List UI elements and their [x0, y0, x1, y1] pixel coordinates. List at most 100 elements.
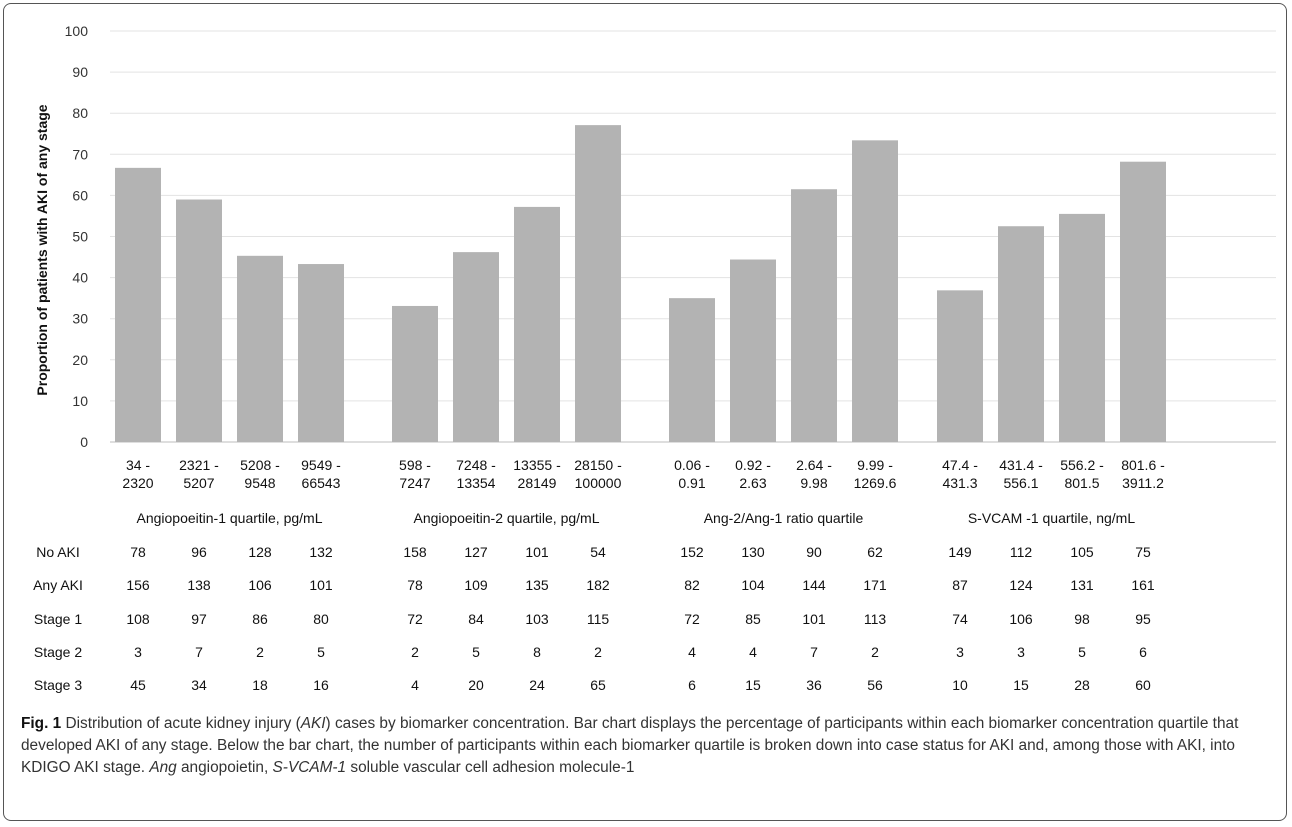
bar — [998, 226, 1044, 442]
x-category-label: 13355 - — [513, 457, 561, 473]
table-cell: 152 — [680, 544, 704, 560]
table-cell: 56 — [867, 677, 883, 693]
table-cell: 149 — [948, 544, 972, 560]
table-cell: 104 — [741, 577, 765, 593]
category-labels: 34 - 2320 2321 - 5207 5208 - 9548 9549 - 66543 5… — [122, 457, 1165, 491]
x-category-label: 9.99 - — [857, 457, 893, 473]
table-cell: 131 — [1070, 577, 1094, 593]
group-label: Angiopoeitin-2 quartile, pg/mL — [413, 510, 599, 526]
y-axis-label: Proportion of patients with AKI of any s… — [34, 104, 50, 395]
counts-table: No AKI 78 96 128 132 158 127 101 54 152 130 90 62 149… — [33, 544, 1155, 693]
group-label: Ang-2/Ang-1 ratio quartile — [704, 510, 864, 526]
bar — [1059, 213, 1105, 442]
table-cell: 96 — [191, 544, 207, 560]
table-cell: 87 — [952, 577, 968, 593]
x-category-label: 28149 — [518, 475, 557, 491]
table-cell: 78 — [407, 577, 423, 593]
table-cell: 54 — [590, 544, 606, 560]
table-cell: 85 — [745, 611, 761, 627]
x-category-label: 0.06 - — [674, 457, 710, 473]
caption-text: ) cases by biomarker concentration. Bar … — [21, 715, 1239, 776]
table-cell: 101 — [525, 544, 549, 560]
y-tick-label: 20 — [72, 352, 88, 368]
table-cell: 144 — [802, 577, 826, 593]
bar — [669, 298, 715, 442]
table-cell: 84 — [468, 611, 484, 627]
table-cell: 72 — [407, 611, 423, 627]
table-cell: 5 — [472, 644, 480, 660]
x-category-label: 801.5 — [1064, 475, 1099, 491]
table-row-label: Stage 3 — [34, 677, 82, 693]
table-cell: 78 — [130, 544, 146, 560]
x-category-label: 431.3 — [942, 475, 977, 491]
caption-abbr-aki: AKI — [300, 715, 326, 732]
y-tick-label: 60 — [72, 187, 88, 203]
y-tick-label: 70 — [72, 146, 88, 162]
table-cell: 106 — [248, 577, 272, 593]
table-cell: 75 — [1135, 544, 1151, 560]
y-tick-label: 90 — [72, 64, 88, 80]
table-cell: 5 — [317, 644, 325, 660]
y-tick-label: 50 — [72, 229, 88, 245]
table-cell: 6 — [688, 677, 696, 693]
table-row-label: Any AKI — [33, 577, 83, 593]
bar — [514, 206, 560, 442]
bar — [115, 167, 161, 442]
x-category-label: 47.4 - — [942, 457, 978, 473]
table-cell: 3 — [1017, 644, 1025, 660]
x-category-label: 13354 — [457, 475, 496, 491]
table-cell: 65 — [590, 677, 606, 693]
x-category-label: 556.1 — [1003, 475, 1038, 491]
bar — [237, 255, 283, 442]
y-tick-label: 40 — [72, 270, 88, 286]
x-category-label: 0.92 - — [735, 457, 771, 473]
x-category-label: 2320 — [122, 475, 153, 491]
bars — [115, 125, 1166, 443]
table-cell: 124 — [1009, 577, 1033, 593]
x-category-label: 2.63 — [739, 475, 766, 491]
x-category-label: 598 - — [399, 457, 431, 473]
bar — [453, 252, 499, 442]
table-cell: 20 — [468, 677, 484, 693]
table-cell: 101 — [309, 577, 333, 593]
table-cell: 8 — [533, 644, 541, 660]
table-cell: 6 — [1139, 644, 1147, 660]
table-cell: 7 — [810, 644, 818, 660]
table-cell: 15 — [745, 677, 761, 693]
table-cell: 130 — [741, 544, 765, 560]
x-category-label: 5208 - — [240, 457, 280, 473]
table-cell: 132 — [309, 544, 333, 560]
x-category-label: 9548 — [244, 475, 275, 491]
table-cell: 45 — [130, 677, 146, 693]
table-cell: 2 — [594, 644, 602, 660]
table-row-label: No AKI — [36, 544, 80, 560]
table-cell: 34 — [191, 677, 207, 693]
table-cell: 105 — [1070, 544, 1094, 560]
table-cell: 4 — [749, 644, 757, 660]
bar — [791, 189, 837, 442]
table-cell: 74 — [952, 611, 968, 627]
table-cell: 171 — [863, 577, 887, 593]
table-cell: 98 — [1074, 611, 1090, 627]
x-category-label: 2321 - — [179, 457, 219, 473]
bar — [852, 140, 898, 443]
bar — [392, 305, 438, 442]
table-cell: 2 — [871, 644, 879, 660]
x-category-label: 66543 — [302, 475, 341, 491]
table-cell: 108 — [126, 611, 150, 627]
group-label: S-VCAM -1 quartile, ng/mL — [968, 510, 1135, 526]
group-label: Angiopoeitin-1 quartile, pg/mL — [136, 510, 322, 526]
table-cell: 156 — [126, 577, 150, 593]
table-cell: 36 — [806, 677, 822, 693]
table-cell: 4 — [688, 644, 696, 660]
x-category-label: 1269.6 — [854, 475, 897, 491]
table-cell: 90 — [806, 544, 822, 560]
bar — [1120, 161, 1166, 442]
table-cell: 127 — [464, 544, 488, 560]
table-cell: 101 — [802, 611, 826, 627]
y-tick-label: 30 — [72, 311, 88, 327]
figure-caption: Fig. 1 Distribution of acute kidney inju… — [21, 713, 1276, 779]
x-category-label: 9549 - — [301, 457, 341, 473]
figure-label: Fig. 1 — [21, 715, 62, 732]
table-cell: 28 — [1074, 677, 1090, 693]
